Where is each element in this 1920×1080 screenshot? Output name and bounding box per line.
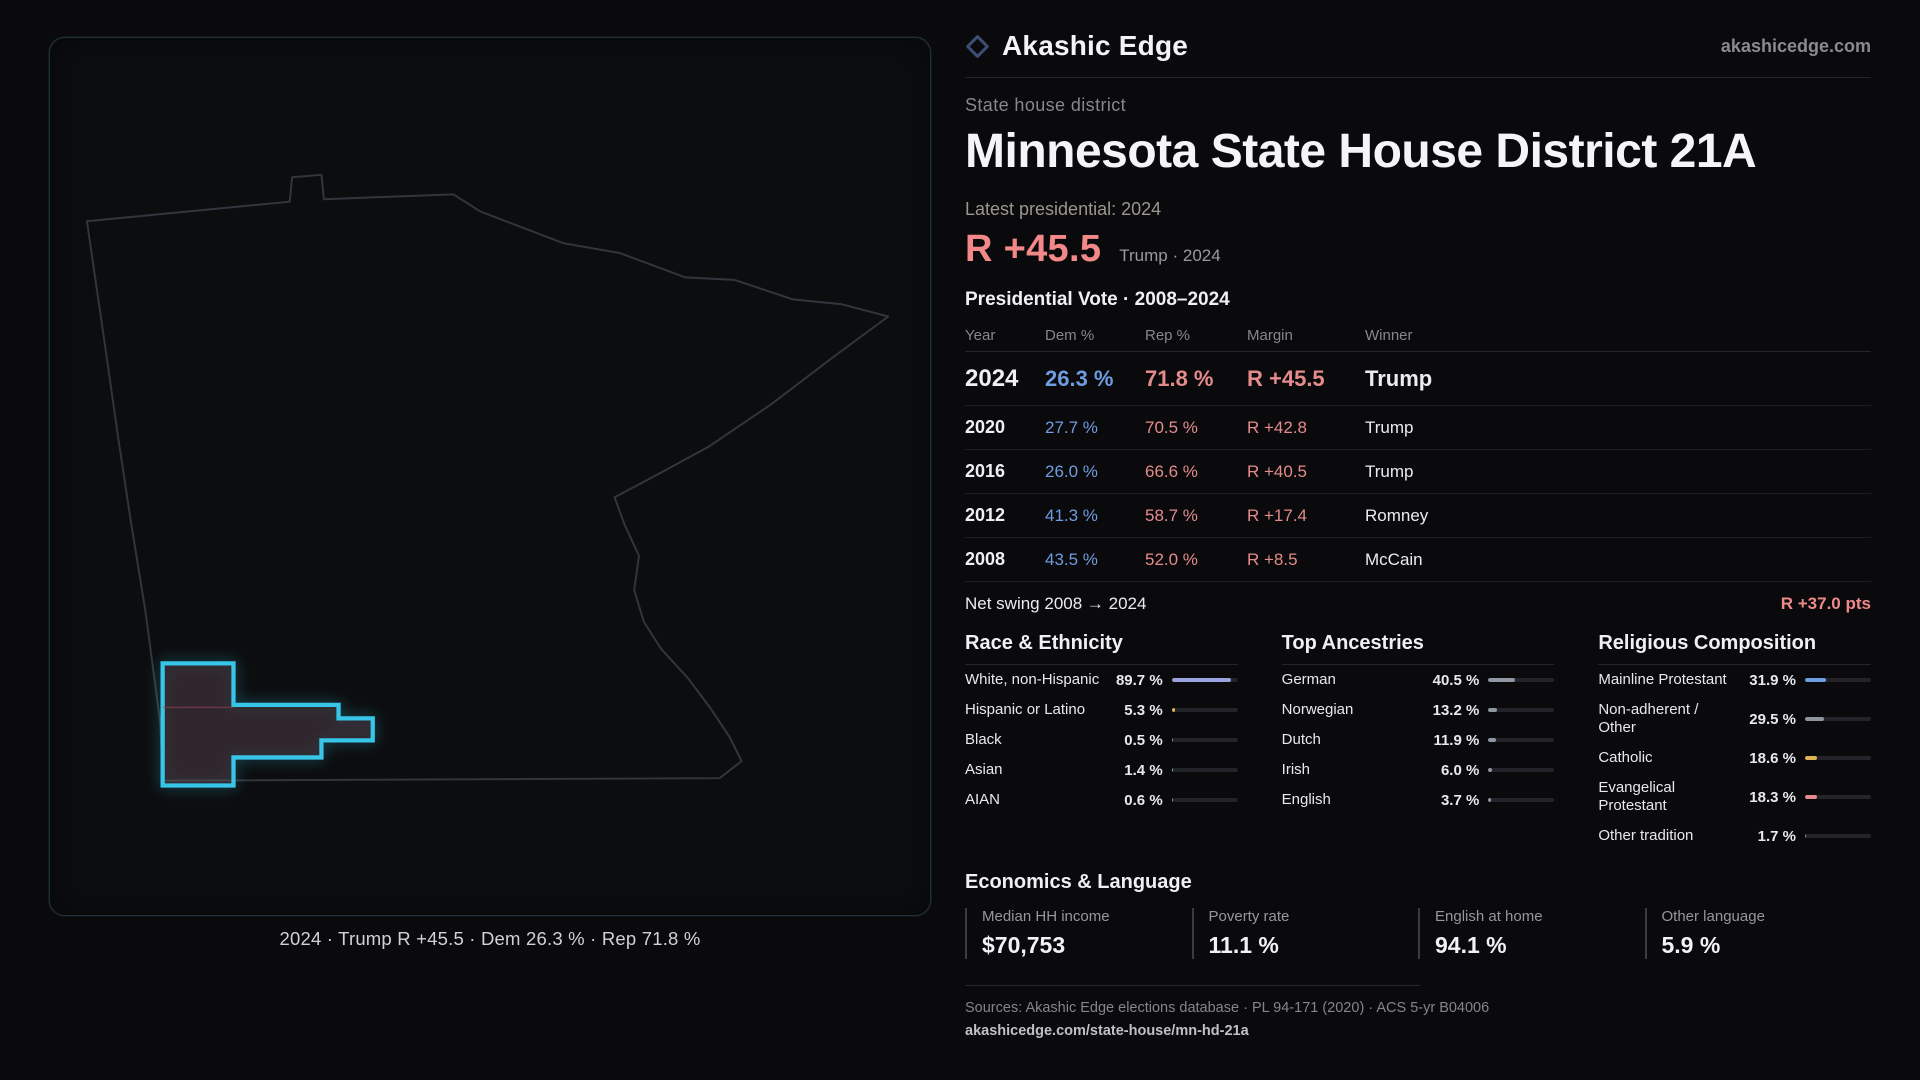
stat-bar — [1488, 678, 1555, 682]
col-winner: Winner — [1365, 327, 1413, 344]
list-item: Catholic 18.6 % — [1598, 743, 1871, 773]
col-year: Year — [965, 327, 996, 344]
demographics-section: Race & Ethnicity White, non-Hispanic 89.… — [965, 632, 1871, 851]
sources-text: Sources: Akashic Edge elections database… — [965, 1000, 1490, 1016]
stat-bar — [1488, 708, 1555, 712]
minnesota-map — [85, 173, 890, 788]
stat-bar — [1804, 717, 1871, 721]
header-divider — [965, 77, 1871, 78]
district-21a-shape — [160, 661, 375, 788]
list-item: White, non-Hispanic 89.7 % — [965, 665, 1238, 695]
col-dem: Dem % — [1045, 327, 1095, 344]
list-item: Irish 6.0 % — [1282, 755, 1555, 785]
economics-title: Economics & Language — [965, 871, 1192, 893]
permalink[interactable]: akashicedge.com/state-house/mn-hd-21a — [965, 1023, 1249, 1039]
list-item: Non-adherent / Other 29.5 % — [1598, 695, 1871, 743]
list-item: Asian 1.4 % — [965, 755, 1238, 785]
list-item: German 40.5 % — [1282, 665, 1555, 695]
net-swing-label: Net swing 2008 → 2024 — [965, 594, 1147, 613]
ancestries-title: Top Ancestries — [1281, 632, 1555, 665]
stat-bar — [1488, 738, 1555, 742]
list-item: AIAN 0.6 % — [965, 785, 1238, 815]
list-item: Dutch 11.9 % — [1282, 725, 1555, 755]
race-ethnicity-title: Race & Ethnicity — [965, 632, 1238, 665]
net-swing-value: R +37.0 pts — [1780, 594, 1871, 613]
table-row: 2024 26.3 % 71.8 % R +45.5 Trump — [965, 352, 1871, 406]
col-margin: Margin — [1247, 327, 1293, 344]
stat-poverty-rate: Poverty rate 11.1 % — [1191, 908, 1419, 959]
stat-bar — [1171, 768, 1238, 772]
stat-bar — [1171, 678, 1238, 682]
list-item: Mainline Protestant 31.9 % — [1598, 665, 1871, 695]
stat-bar — [1804, 834, 1871, 838]
district-type-label: State house district — [965, 95, 1127, 115]
latest-presidential-label: Latest presidential: 2024 — [965, 199, 1162, 219]
ancestries-column: Top Ancestries German 40.5 % Norwegian 1… — [1281, 632, 1555, 851]
stat-bar — [1804, 795, 1871, 799]
stat-bar — [1488, 798, 1555, 802]
table-row: 2008 43.5 % 52.0 % R +8.5 McCain — [965, 538, 1871, 582]
list-item: English 3.7 % — [1282, 785, 1555, 815]
stat-other-language: Other language 5.9 % — [1644, 908, 1872, 959]
page-title: Minnesota State House District 21A — [965, 125, 1757, 178]
headline-margin-row: R +45.5 Trump · 2024 — [965, 228, 1871, 271]
headline-margin-note: Trump · 2024 — [1119, 246, 1221, 265]
list-item: Hispanic or Latino 5.3 % — [965, 695, 1238, 725]
stat-bar — [1804, 678, 1871, 682]
col-rep: Rep % — [1145, 327, 1191, 344]
list-item: Other tradition 1.7 % — [1598, 821, 1871, 851]
headline-margin-value: R +45.5 — [965, 228, 1102, 270]
net-swing-row: Net swing 2008 → 2024 R +37.0 pts — [965, 582, 1871, 618]
stat-bar — [1171, 708, 1238, 712]
site-link[interactable]: akashicedge.com — [1720, 35, 1871, 56]
stat-english-at-home: English at home 94.1 % — [1418, 908, 1645, 959]
stat-bar — [1171, 738, 1238, 742]
map-caption: 2024 · Trump R +45.5 · Dem 26.3 % · Rep … — [279, 928, 701, 949]
vote-table-header: Year Dem % Rep % Margin Winner — [965, 319, 1871, 352]
list-item: Evangelical Protestant 18.3 % — [1598, 773, 1871, 821]
stat-bar — [1488, 768, 1555, 772]
table-row: 2012 41.3 % 58.7 % R +17.4 Romney — [965, 494, 1871, 538]
vote-table-title: Presidential Vote · 2008–2024 — [965, 289, 1230, 310]
list-item: Norwegian 13.2 % — [1282, 695, 1555, 725]
district-map-panel — [49, 37, 931, 916]
economics-stats: Median HH income $70,753 Poverty rate 11… — [965, 908, 1871, 959]
presidential-vote-table: Year Dem % Rep % Margin Winner 2024 26.3… — [965, 319, 1871, 582]
stat-median-income: Median HH income $70,753 — [965, 908, 1192, 959]
stat-bar — [1171, 798, 1238, 802]
table-row: 2020 27.7 % 70.5 % R +42.8 Trump — [965, 406, 1871, 450]
brand-diamond-icon — [965, 33, 990, 59]
brand-name: Akashic Edge — [1002, 30, 1189, 61]
footer-divider — [965, 985, 1420, 986]
race-ethnicity-column: Race & Ethnicity White, non-Hispanic 89.… — [965, 632, 1238, 851]
table-row: 2016 26.0 % 66.6 % R +40.5 Trump — [965, 450, 1871, 494]
header-bar: Akashic Edge akashicedge.com — [965, 24, 1871, 68]
religion-column: Religious Composition Mainline Protestan… — [1598, 632, 1871, 851]
district-info-panel: Akashic Edge akashicedge.com State house… — [965, 24, 1871, 1039]
stat-bar — [1804, 756, 1871, 760]
religion-title: Religious Composition — [1598, 632, 1871, 665]
list-item: Black 0.5 % — [965, 725, 1238, 755]
